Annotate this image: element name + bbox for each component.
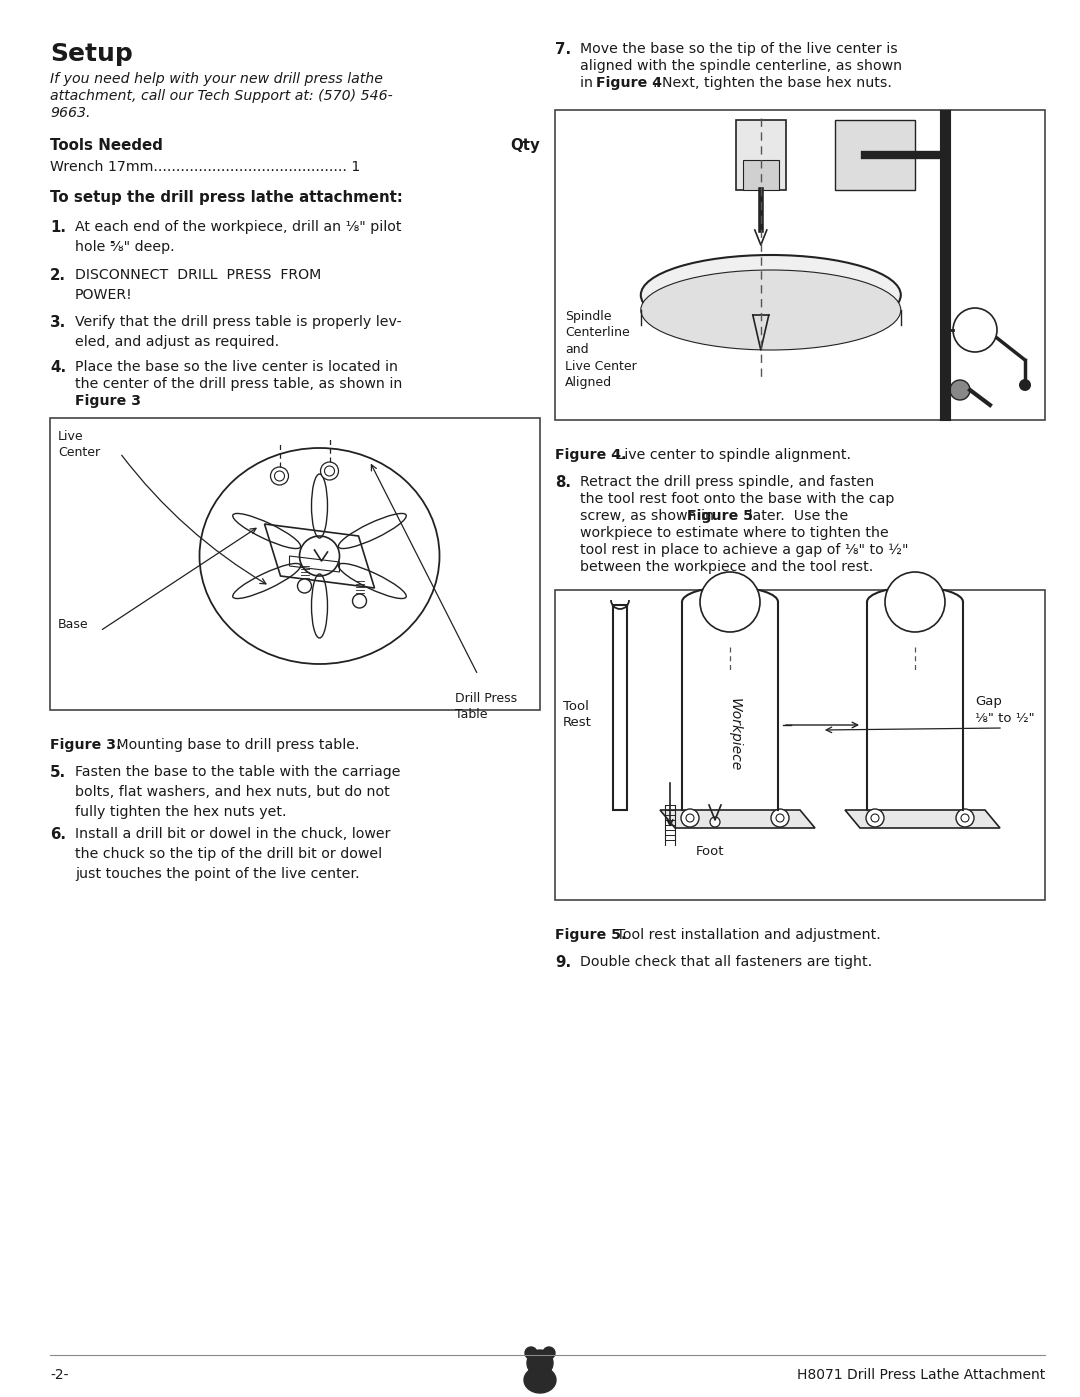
Circle shape	[870, 814, 879, 821]
Circle shape	[950, 380, 970, 400]
Text: . Next, tighten the base hex nuts.: . Next, tighten the base hex nuts.	[653, 75, 892, 89]
Bar	[613, 605, 627, 810]
Bar	[555, 590, 1045, 900]
Text: the center of the drill press table, as shown in: the center of the drill press table, as …	[75, 377, 403, 391]
Circle shape	[1020, 379, 1031, 391]
Text: .: .	[132, 394, 136, 408]
Text: Workpiece: Workpiece	[728, 698, 742, 771]
Text: between the workpiece and the tool rest.: between the workpiece and the tool rest.	[580, 560, 874, 574]
Text: tool rest in place to achieve a gap of ⅛" to ½": tool rest in place to achieve a gap of ⅛…	[580, 543, 908, 557]
Circle shape	[885, 571, 945, 631]
Text: in: in	[580, 75, 597, 89]
Text: Figure 3: Figure 3	[75, 394, 141, 408]
Text: Mounting base to drill press table.: Mounting base to drill press table.	[112, 738, 360, 752]
Text: later.  Use the: later. Use the	[744, 509, 848, 522]
Circle shape	[710, 817, 720, 827]
Text: Figure 3.: Figure 3.	[50, 738, 121, 752]
Circle shape	[956, 809, 974, 827]
Text: Gap: Gap	[975, 694, 1002, 708]
Ellipse shape	[524, 1368, 556, 1393]
Text: Figure 4: Figure 4	[596, 75, 662, 89]
Text: 1.: 1.	[50, 219, 66, 235]
Text: Live
Center: Live Center	[58, 430, 100, 460]
Text: Drill Press
Table: Drill Press Table	[455, 692, 517, 721]
Circle shape	[297, 578, 311, 592]
Text: workpiece to estimate where to tighten the: workpiece to estimate where to tighten t…	[580, 527, 889, 541]
Text: Verify that the drill press table is properly lev-
eled, and adjust as required.: Verify that the drill press table is pro…	[75, 314, 402, 349]
Bar	[555, 110, 1045, 420]
Text: H8071 Drill Press Lathe Attachment: H8071 Drill Press Lathe Attachment	[797, 1368, 1045, 1382]
Circle shape	[700, 571, 760, 631]
Text: 2.: 2.	[50, 268, 66, 284]
Circle shape	[866, 809, 885, 827]
Text: Base: Base	[58, 617, 89, 631]
Text: Fasten the base to the table with the carriage
bolts, flat washers, and hex nuts: Fasten the base to the table with the ca…	[75, 766, 401, 819]
Text: Foot: Foot	[696, 845, 725, 858]
Text: 5.: 5.	[50, 766, 66, 780]
Text: To setup the drill press lathe attachment:: To setup the drill press lathe attachmen…	[50, 190, 403, 205]
Text: Figure 4.: Figure 4.	[555, 448, 626, 462]
Text: Live center to spindle alignment.: Live center to spindle alignment.	[612, 448, 851, 462]
Circle shape	[771, 809, 789, 827]
Circle shape	[270, 467, 288, 485]
Text: attachment, call our Tech Support at: (570) 546-: attachment, call our Tech Support at: (5…	[50, 89, 393, 103]
Polygon shape	[845, 810, 1000, 828]
Text: Wrench 17mm........................................... 1: Wrench 17mm.............................…	[50, 161, 361, 175]
Text: 6.: 6.	[50, 827, 66, 842]
Text: DISCONNECT  DRILL  PRESS  FROM
POWER!: DISCONNECT DRILL PRESS FROM POWER!	[75, 268, 321, 302]
Text: 3.: 3.	[50, 314, 66, 330]
Circle shape	[321, 462, 338, 481]
Circle shape	[961, 814, 969, 821]
Text: Double check that all fasteners are tight.: Double check that all fasteners are tigh…	[580, 956, 873, 970]
Circle shape	[681, 809, 699, 827]
Bar	[50, 418, 540, 710]
Text: Spindle
Centerline
and
Live Center
Aligned: Spindle Centerline and Live Center Align…	[565, 310, 637, 388]
Text: If you need help with your new drill press lathe: If you need help with your new drill pre…	[50, 73, 383, 87]
Text: 4.: 4.	[50, 360, 66, 374]
Circle shape	[274, 471, 284, 481]
Text: 7.: 7.	[555, 42, 571, 57]
Text: Move the base so the tip of the live center is: Move the base so the tip of the live cen…	[580, 42, 897, 56]
Text: Qty: Qty	[510, 138, 540, 154]
Circle shape	[324, 467, 335, 476]
Text: 8.: 8.	[555, 475, 571, 490]
Text: At each end of the workpiece, drill an ⅛" pilot
hole ⅝" deep.: At each end of the workpiece, drill an ⅛…	[75, 219, 402, 254]
Text: Tools Needed: Tools Needed	[50, 138, 163, 154]
Text: Figure 5: Figure 5	[687, 509, 753, 522]
Text: Install a drill bit or dowel in the chuck, lower
the chuck so the tip of the dri: Install a drill bit or dowel in the chuc…	[75, 827, 391, 882]
Ellipse shape	[640, 256, 901, 335]
Text: 9663.: 9663.	[50, 106, 91, 120]
Circle shape	[352, 594, 366, 608]
Text: screw, as shown in: screw, as shown in	[580, 509, 718, 522]
Bar	[743, 161, 779, 190]
Bar	[835, 120, 915, 190]
Text: -2-: -2-	[50, 1368, 68, 1382]
Circle shape	[686, 814, 694, 821]
Bar	[735, 120, 786, 190]
Polygon shape	[660, 810, 815, 828]
Text: Setup: Setup	[50, 42, 133, 66]
Circle shape	[777, 814, 784, 821]
Text: aligned with the spindle centerline, as shown: aligned with the spindle centerline, as …	[580, 59, 902, 73]
Text: Retract the drill press spindle, and fasten: Retract the drill press spindle, and fas…	[580, 475, 874, 489]
Text: Tool rest installation and adjustment.: Tool rest installation and adjustment.	[612, 928, 881, 942]
Circle shape	[527, 1350, 553, 1376]
Text: ⅛" to ½": ⅛" to ½"	[975, 712, 1035, 725]
Text: Place the base so the live center is located in: Place the base so the live center is loc…	[75, 360, 399, 374]
Text: the tool rest foot onto the base with the cap: the tool rest foot onto the base with th…	[580, 492, 894, 506]
Ellipse shape	[640, 270, 901, 351]
Text: Figure 5.: Figure 5.	[555, 928, 626, 942]
Circle shape	[525, 1347, 537, 1359]
Text: Tool
Rest: Tool Rest	[563, 700, 592, 729]
Circle shape	[543, 1347, 555, 1359]
Text: 9.: 9.	[555, 956, 571, 970]
